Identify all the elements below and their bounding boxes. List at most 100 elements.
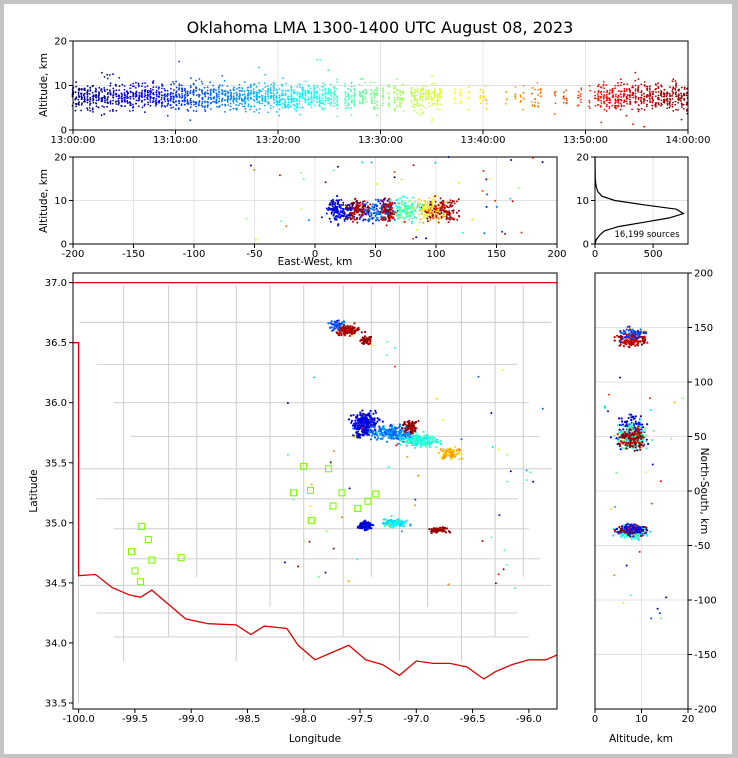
source-point <box>242 94 244 96</box>
source-point <box>358 100 361 102</box>
source-point <box>373 428 376 431</box>
source-point <box>109 82 112 85</box>
source-point <box>221 84 224 87</box>
source-point <box>626 325 629 329</box>
source-point <box>381 207 384 210</box>
source-point <box>282 77 284 80</box>
source-point <box>373 108 376 111</box>
source-point <box>255 109 258 111</box>
source-point <box>606 93 608 96</box>
source-point <box>417 474 420 477</box>
source-point <box>351 214 354 217</box>
source-point <box>680 86 683 89</box>
source-point <box>651 96 654 99</box>
source-point <box>243 93 246 96</box>
source-point <box>416 100 418 103</box>
source-point <box>346 208 349 211</box>
source-point <box>89 102 92 105</box>
source-point <box>577 94 580 97</box>
source-point <box>233 98 236 100</box>
source-point <box>378 425 381 428</box>
source-point <box>224 99 226 101</box>
source-point <box>434 88 436 90</box>
source-point <box>115 85 117 87</box>
source-point <box>444 455 447 458</box>
source-point <box>434 213 437 215</box>
source-point <box>327 102 329 105</box>
source-point <box>344 85 346 88</box>
source-point <box>420 442 423 445</box>
source-point <box>157 96 160 98</box>
source-point <box>497 448 500 451</box>
source-point <box>364 330 367 334</box>
source-point <box>449 204 451 207</box>
source-point <box>609 89 611 92</box>
source-point <box>402 525 405 528</box>
source-point <box>260 90 263 93</box>
source-point <box>369 438 373 441</box>
source-point <box>400 430 403 433</box>
source-point <box>410 220 413 223</box>
source-point <box>316 58 318 61</box>
source-point <box>624 332 627 335</box>
source-point <box>371 208 374 211</box>
source-point <box>563 91 565 94</box>
source-point <box>221 90 224 93</box>
source-point <box>261 95 263 97</box>
source-point <box>310 106 313 109</box>
source-point <box>408 212 411 215</box>
source-point <box>441 418 444 421</box>
source-point <box>370 97 373 100</box>
source-point <box>129 90 132 93</box>
source-point <box>384 431 387 434</box>
source-point <box>663 93 666 96</box>
source-point <box>170 83 173 86</box>
source-point <box>421 440 424 443</box>
source-point <box>383 216 385 219</box>
source-point <box>362 431 365 434</box>
lat-ytick-label: 36.5 <box>45 338 67 349</box>
source-point <box>628 88 631 91</box>
source-point <box>427 435 430 438</box>
source-point <box>660 99 663 102</box>
lon-xtick-label: -97.0 <box>403 714 429 725</box>
source-point <box>421 95 424 98</box>
source-point <box>332 547 335 550</box>
source-point <box>109 90 111 93</box>
source-point <box>686 101 688 104</box>
source-point <box>671 80 674 83</box>
source-point <box>646 341 649 344</box>
source-point <box>124 101 126 103</box>
source-point <box>256 96 258 99</box>
source-point <box>332 92 335 95</box>
source-point <box>350 101 353 103</box>
lon-xtick-label: -100.0 <box>63 714 95 725</box>
source-point <box>244 95 247 98</box>
source-point <box>420 210 423 213</box>
source-point <box>212 97 215 99</box>
source-point <box>104 90 106 93</box>
source-point <box>345 328 348 331</box>
source-point <box>356 525 359 529</box>
source-point <box>149 104 152 107</box>
source-point <box>373 96 376 99</box>
source-point <box>337 333 340 336</box>
source-point <box>414 88 416 91</box>
source-point <box>646 85 649 88</box>
source-point <box>400 201 403 203</box>
source-point <box>339 211 342 213</box>
source-point <box>242 105 244 108</box>
source-point <box>160 105 163 108</box>
source-point <box>395 444 398 447</box>
source-point <box>78 87 81 90</box>
source-point <box>147 91 150 94</box>
source-point <box>439 440 442 443</box>
source-point <box>355 203 358 206</box>
source-point <box>669 104 671 107</box>
source-point <box>430 528 433 531</box>
source-point <box>123 85 126 87</box>
source-point <box>200 90 203 92</box>
source-point <box>406 207 409 210</box>
source-point <box>154 105 157 107</box>
source-point <box>229 102 232 105</box>
